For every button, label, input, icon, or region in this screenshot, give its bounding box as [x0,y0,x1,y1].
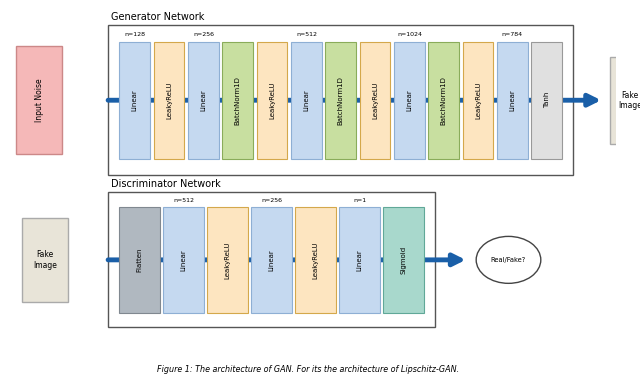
Text: LeakyReLU: LeakyReLU [475,81,481,119]
FancyBboxPatch shape [207,207,248,313]
Text: LeakyReLU: LeakyReLU [166,81,172,119]
Text: n=1024: n=1024 [397,32,422,37]
Text: Fake
Image: Fake Image [33,250,57,270]
FancyBboxPatch shape [16,46,62,154]
FancyBboxPatch shape [428,41,459,159]
FancyBboxPatch shape [163,207,204,313]
Text: Linear: Linear [509,89,515,111]
Text: LeakyReLU: LeakyReLU [312,241,319,279]
FancyBboxPatch shape [339,207,380,313]
Text: n=128: n=128 [124,32,145,37]
Text: Tanh: Tanh [544,92,550,109]
Text: BatchNorm1D: BatchNorm1D [441,76,447,125]
FancyBboxPatch shape [291,41,322,159]
Text: Linear: Linear [180,249,187,271]
FancyBboxPatch shape [22,218,68,302]
Text: Linear: Linear [303,89,309,111]
FancyBboxPatch shape [108,25,573,175]
Text: Input Noise: Input Noise [35,78,44,122]
Text: Sigmoid: Sigmoid [401,246,406,274]
FancyBboxPatch shape [360,41,390,159]
Text: Linear: Linear [269,249,275,271]
FancyBboxPatch shape [394,41,425,159]
Text: n=512: n=512 [173,198,194,202]
FancyBboxPatch shape [154,41,184,159]
FancyBboxPatch shape [383,207,424,313]
Text: Real/Fake?: Real/Fake? [491,257,526,263]
Text: LeakyReLU: LeakyReLU [372,81,378,119]
Text: Figure 1: The architecture of GAN. For its the architecture of Lipschitz-GAN.: Figure 1: The architecture of GAN. For i… [157,365,460,374]
Text: n=256: n=256 [261,198,282,202]
Text: Flatten: Flatten [136,248,143,272]
Text: n=784: n=784 [502,32,523,37]
FancyBboxPatch shape [463,41,493,159]
Text: Generator Network: Generator Network [111,12,205,22]
Text: BatchNorm1D: BatchNorm1D [235,76,241,125]
FancyBboxPatch shape [108,192,435,328]
FancyBboxPatch shape [326,41,356,159]
FancyBboxPatch shape [497,41,528,159]
Text: n=256: n=256 [193,32,214,37]
FancyBboxPatch shape [223,41,253,159]
Text: LeakyReLU: LeakyReLU [225,241,230,279]
Text: n=1: n=1 [353,198,366,202]
Text: Linear: Linear [406,89,412,111]
FancyBboxPatch shape [188,41,219,159]
FancyBboxPatch shape [257,41,287,159]
FancyBboxPatch shape [252,207,292,313]
Text: Fake
Image: Fake Image [618,90,640,110]
FancyBboxPatch shape [531,41,562,159]
Text: Linear: Linear [132,89,138,111]
Text: n=512: n=512 [296,32,317,37]
FancyBboxPatch shape [120,207,160,313]
Ellipse shape [476,236,541,284]
FancyBboxPatch shape [120,41,150,159]
Text: Discriminator Network: Discriminator Network [111,179,221,189]
Text: Linear: Linear [200,89,207,111]
Text: Linear: Linear [356,249,362,271]
Text: BatchNorm1D: BatchNorm1D [338,76,344,125]
FancyBboxPatch shape [295,207,335,313]
FancyBboxPatch shape [610,57,640,144]
Text: LeakyReLU: LeakyReLU [269,81,275,119]
